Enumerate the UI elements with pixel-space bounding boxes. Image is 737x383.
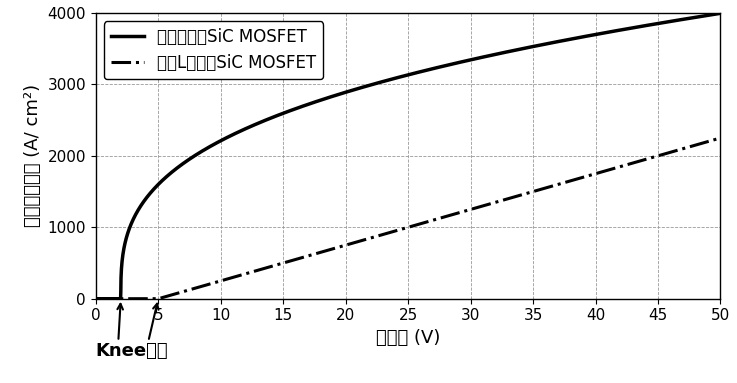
本发明实例SiC MOSFET	[200, 147, 209, 152]
本发明实例SiC MOSFET	[91, 296, 100, 301]
本发明实例SiC MOSFET	[704, 13, 713, 18]
Line: 本发明实例SiC MOSFET: 本发明实例SiC MOSFET	[96, 13, 721, 299]
本发明实例SiC MOSFET	[716, 11, 725, 16]
传统L型基区SiC MOSFET	[704, 139, 713, 144]
传统L型基区SiC MOSFET	[637, 159, 646, 163]
Y-axis label: 漏极电流密度 (A/ cm²): 漏极电流密度 (A/ cm²)	[24, 84, 42, 228]
本发明实例SiC MOSFET	[163, 174, 172, 178]
传统L型基区SiC MOSFET	[331, 246, 340, 250]
本发明实例SiC MOSFET	[358, 85, 367, 90]
传统L型基区SiC MOSFET	[91, 296, 100, 301]
Text: Knee电压: Knee电压	[96, 342, 169, 360]
传统L型基区SiC MOSFET	[358, 238, 367, 243]
Line: 传统L型基区SiC MOSFET: 传统L型基区SiC MOSFET	[96, 138, 721, 299]
Legend: 本发明实例SiC MOSFET, 传统L型基区SiC MOSFET: 本发明实例SiC MOSFET, 传统L型基区SiC MOSFET	[104, 21, 324, 79]
传统L型基区SiC MOSFET	[200, 283, 209, 288]
传统L型基区SiC MOSFET	[716, 136, 725, 140]
本发明实例SiC MOSFET	[331, 93, 340, 98]
传统L型基区SiC MOSFET	[163, 294, 172, 298]
本发明实例SiC MOSFET	[637, 24, 646, 29]
X-axis label: 漏电压 (V): 漏电压 (V)	[376, 329, 440, 347]
